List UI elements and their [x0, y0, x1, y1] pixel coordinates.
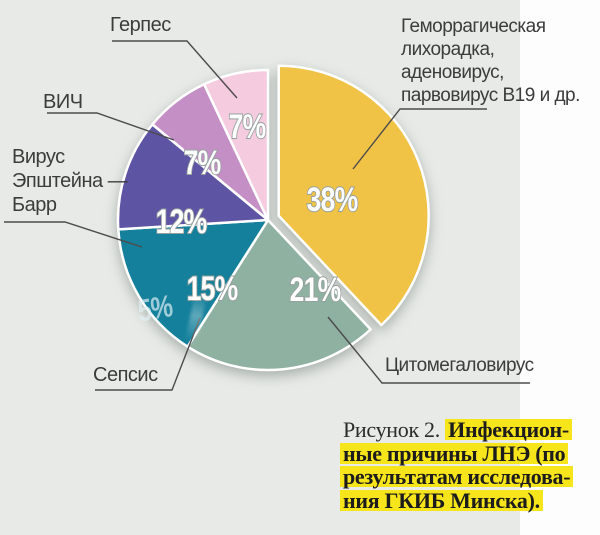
label-herpes-text: Герпес — [110, 14, 171, 36]
label-ebv: Вирус Эпштейна — Барр — [12, 145, 128, 217]
label-hemorrhagic-line2: лихорадка, — [401, 39, 495, 60]
pie-slice-1 — [186, 218, 372, 372]
percent-labels: 38% 21% 15% 12% 7%7% — [155, 107, 360, 310]
caption-line-2: ные причины ЛНЭ (по — [340, 441, 599, 464]
callout-line-1 — [327, 316, 530, 384]
label-hemorrhagic-line4: парвовирус B19 и др. — [401, 85, 580, 106]
label-ebv-line3: Барр — [12, 194, 57, 216]
callout-line-5 — [112, 40, 238, 99]
label-sepsis-text: Сепсис — [93, 364, 158, 386]
caption-highlight-2: ные причины ЛНЭ (по — [340, 442, 569, 464]
callout-line-3 — [4, 221, 143, 248]
label-herpes: Герпес — [110, 13, 171, 37]
label-sepsis: Сепсис — [93, 363, 158, 387]
percent-label-1: 21% — [290, 271, 341, 309]
caption-line-3: результатам исследова- — [340, 464, 599, 488]
label-cmv: Цитомегаловирус — [385, 354, 534, 377]
percent-label-4: 7% — [184, 144, 221, 182]
caption-highlight-4: ния ГКИБ Минска). — [340, 489, 543, 511]
label-hiv-text: ВИЧ — [43, 91, 83, 113]
callout-line-0 — [352, 108, 487, 170]
label-ebv-line2: Эпштейна — — [12, 170, 128, 192]
pie-slice-0 — [277, 64, 430, 327]
caption-prefix: Рисунок 2. — [343, 417, 446, 442]
percent-label-5: 7% — [229, 108, 266, 146]
percent-label-0: 38% — [307, 181, 358, 219]
caption-highlight-1: Инфекцион- — [445, 419, 572, 441]
label-hemorrhagic-line3: аденовирус, — [401, 62, 504, 83]
caption-line-1: Рисунок 2. Инфекцион- — [343, 417, 599, 442]
callout-lines — [4, 40, 530, 391]
percent-label-2: 15% — [187, 270, 238, 308]
ghost-print-artifact: 5% — [136, 288, 174, 329]
pie-slice-5 — [202, 68, 270, 222]
caption-line-4: ния ГКИБ Минска). — [340, 488, 599, 511]
percent-label-3: 12% — [156, 203, 207, 241]
figure-caption: Рисунок 2. Инфекцион- ные причины ЛНЭ (п… — [340, 417, 599, 511]
callout-line-2 — [95, 317, 201, 391]
callout-line-4 — [47, 112, 175, 141]
label-ebv-line1: Вирус — [12, 146, 65, 168]
label-cmv-text: Цитомегаловирус — [385, 355, 534, 376]
label-hemorrhagic: Геморрагическая лихорадка, аденовирус, п… — [401, 15, 580, 107]
pie-slices — [116, 64, 430, 372]
caption-highlight-3: результатам исследова- — [340, 466, 574, 488]
label-hiv: ВИЧ — [43, 90, 83, 114]
pie-slice-3 — [116, 123, 270, 231]
label-hemorrhagic-line1: Геморрагическая — [401, 16, 546, 37]
